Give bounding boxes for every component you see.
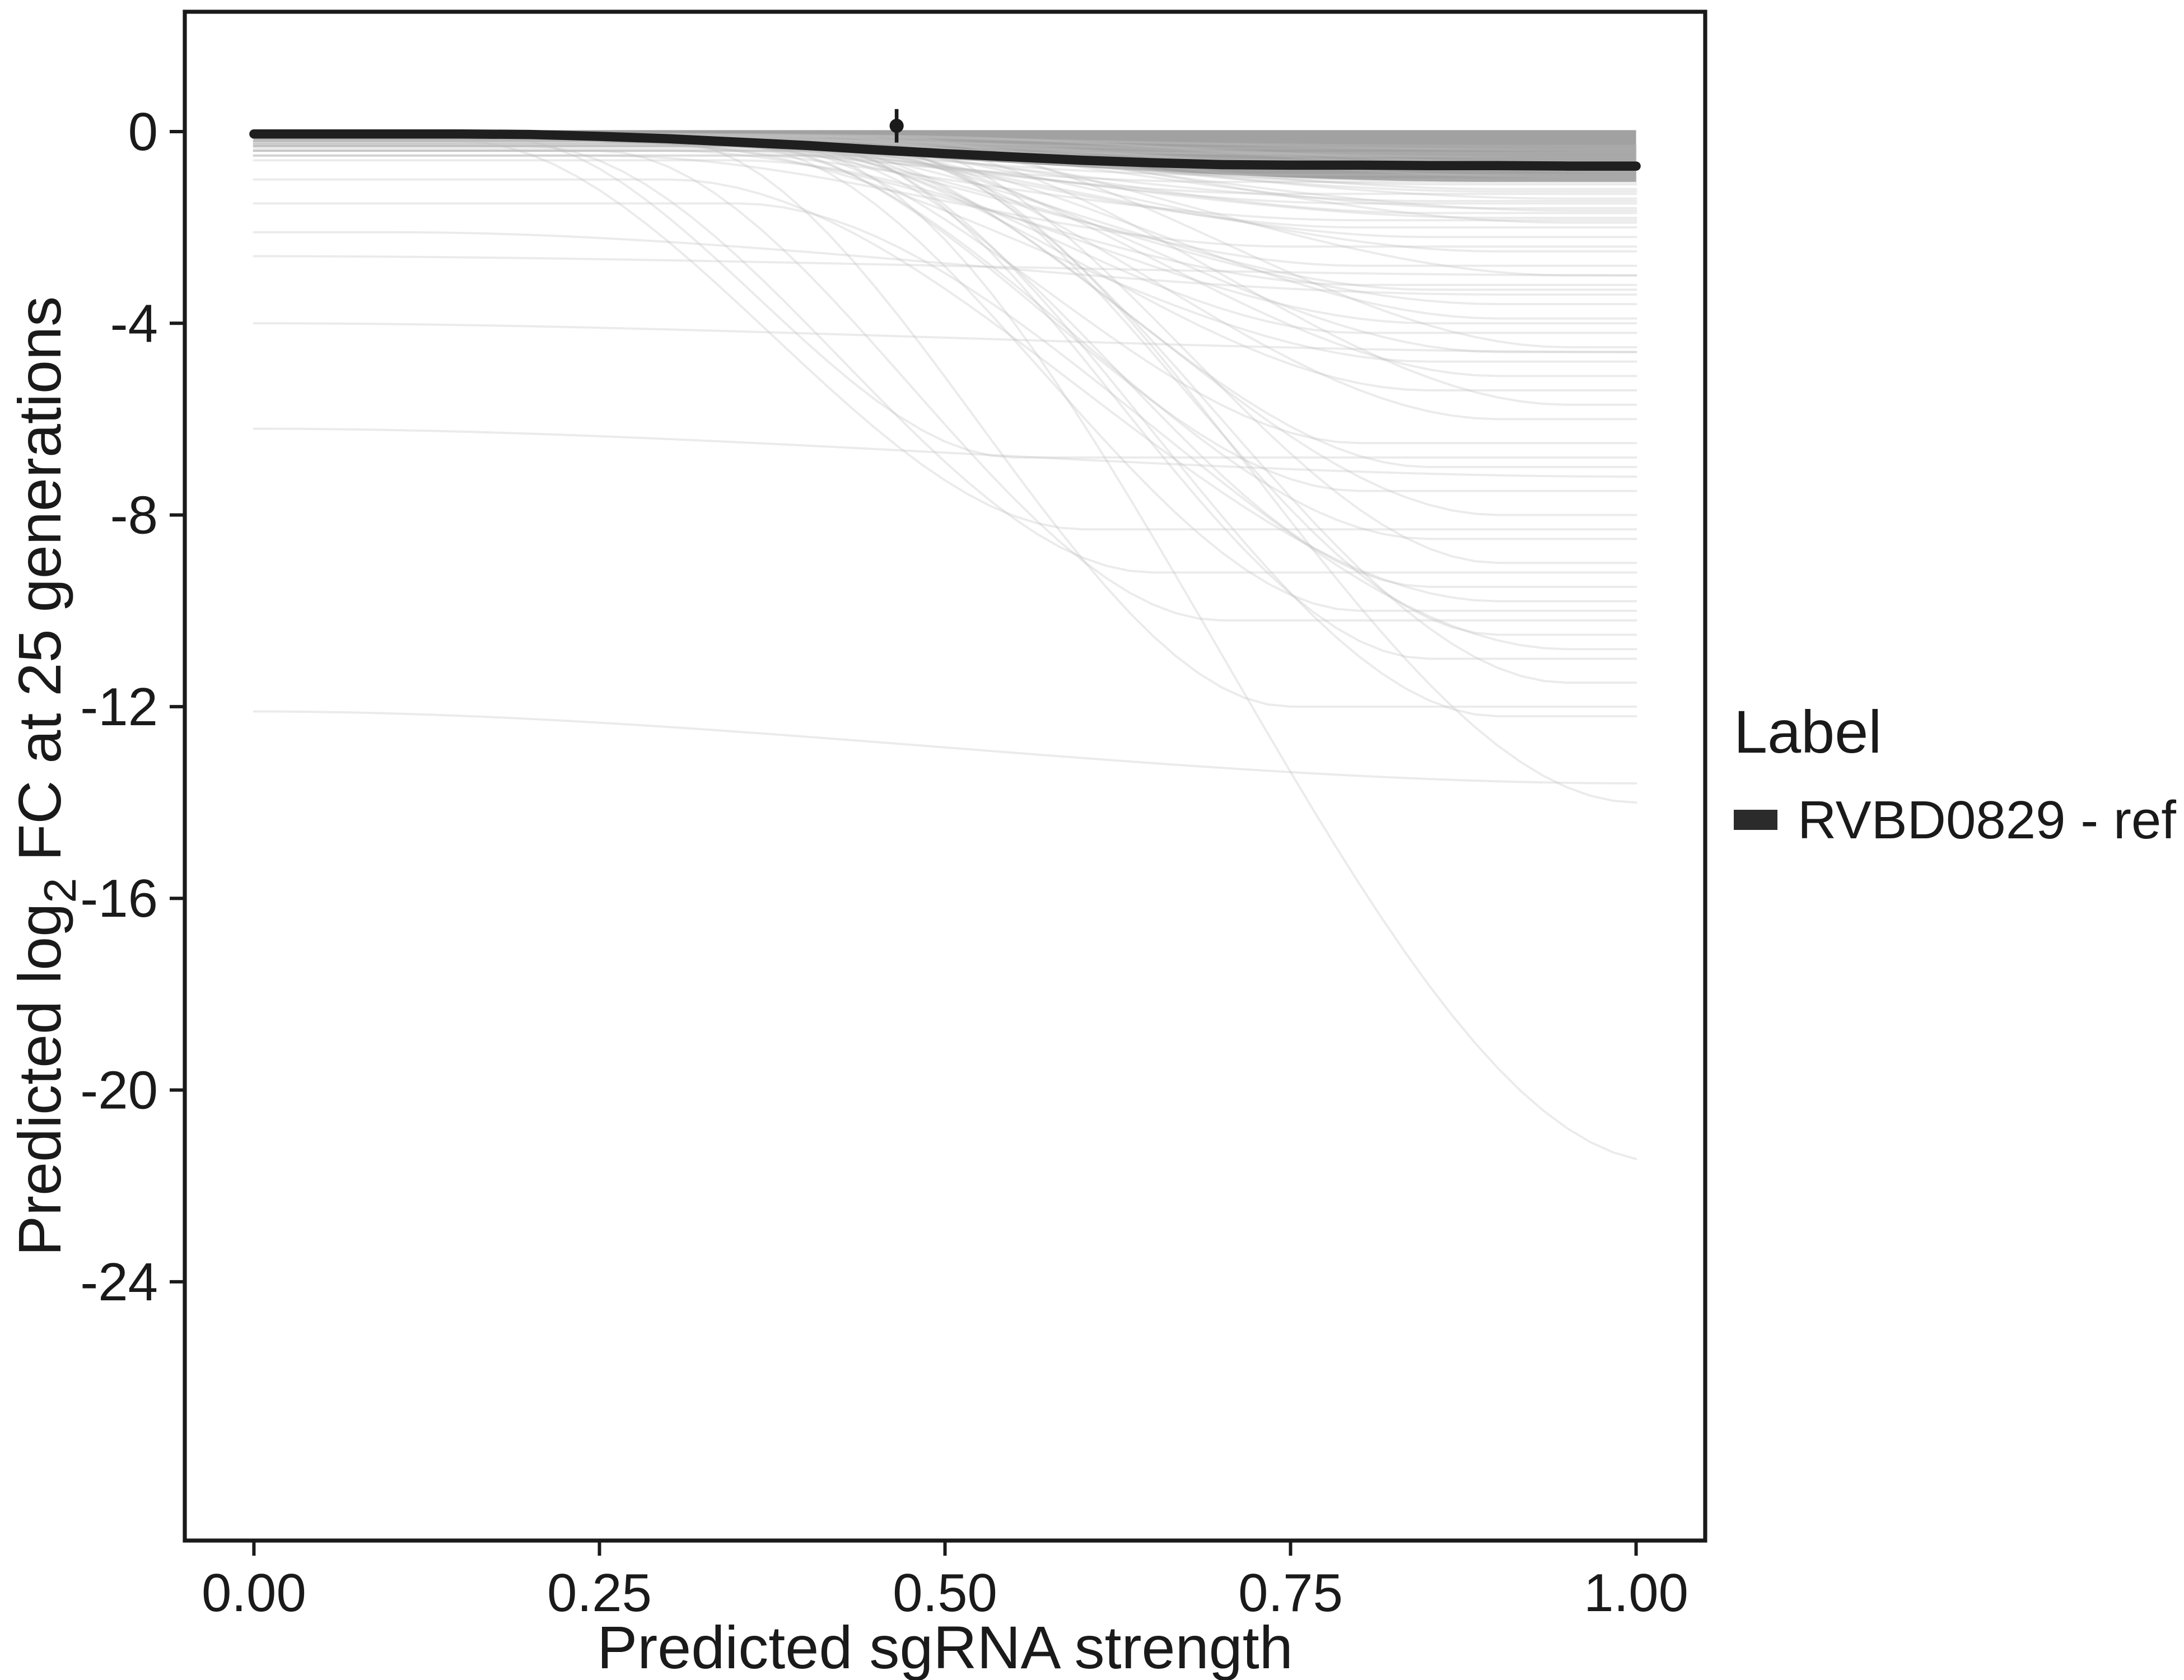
background-curve <box>253 144 1637 363</box>
background-curve <box>253 140 1637 377</box>
background-curve <box>253 150 1637 622</box>
background-curve <box>253 154 1637 248</box>
background-curve <box>253 147 1637 353</box>
y-tick-label: -16 <box>80 869 158 928</box>
background-curve <box>253 154 1637 588</box>
background-curve <box>253 144 1637 540</box>
background-curve <box>253 231 1637 296</box>
y-tick-label: -24 <box>80 1252 158 1312</box>
background-curve <box>253 144 1637 1160</box>
background-curve <box>253 150 1637 286</box>
background-curve <box>253 140 1637 421</box>
background-curve <box>253 140 1637 267</box>
background-curve <box>253 255 1637 277</box>
x-tick-label: 1.00 <box>1584 1563 1688 1623</box>
background-curve <box>253 150 1637 636</box>
background-curve <box>253 137 1637 392</box>
background-curve <box>253 142 1637 291</box>
x-tick-label: 0.25 <box>547 1563 652 1623</box>
background-curve <box>253 144 1637 574</box>
x-tick-label: 0.50 <box>893 1563 997 1623</box>
background-curve <box>253 142 1637 660</box>
y-tick-label: -20 <box>80 1061 158 1121</box>
background-curve <box>253 140 1637 531</box>
background-curve <box>253 137 1637 459</box>
y-tick-label: -12 <box>80 677 158 737</box>
y-axis-title: Predicted log2 FC at 25 generations <box>6 296 86 1256</box>
background-curve <box>253 144 1637 320</box>
background-curve <box>253 140 1637 334</box>
legend-label: RVBD0829 - ref <box>1798 790 2176 850</box>
background-curve <box>253 142 1637 492</box>
background-curve <box>253 137 1637 253</box>
y-tick-label: 0 <box>128 102 158 162</box>
reference-curve <box>249 129 1641 171</box>
background-curve <box>253 137 1637 305</box>
x-tick-label: 0.75 <box>1238 1563 1343 1623</box>
background-curve <box>253 154 1637 684</box>
background-curve <box>253 144 1637 612</box>
y-tick-label: -8 <box>110 486 158 545</box>
background-curve <box>253 202 1637 651</box>
background-curve <box>253 150 1637 516</box>
background-curve <box>253 140 1637 708</box>
background-curve <box>253 144 1637 717</box>
background-curve <box>253 159 1637 325</box>
x-axis-title: Predicted sgRNA strength <box>597 1613 1293 1680</box>
legend-key <box>1734 810 1777 830</box>
background-curve <box>253 150 1637 804</box>
mean-point <box>889 119 904 133</box>
background-curve <box>253 710 1637 785</box>
background-curve <box>253 322 1637 353</box>
background-curve <box>253 178 1637 603</box>
background-curve <box>253 137 1637 205</box>
background-curve <box>253 140 1637 445</box>
background-curve <box>253 144 1637 468</box>
background-curve <box>253 140 1637 219</box>
background-curve <box>253 427 1637 478</box>
legend-title: Label <box>1734 698 1882 766</box>
x-tick-label: 0.00 <box>202 1563 306 1623</box>
y-tick-label: -4 <box>110 293 158 353</box>
